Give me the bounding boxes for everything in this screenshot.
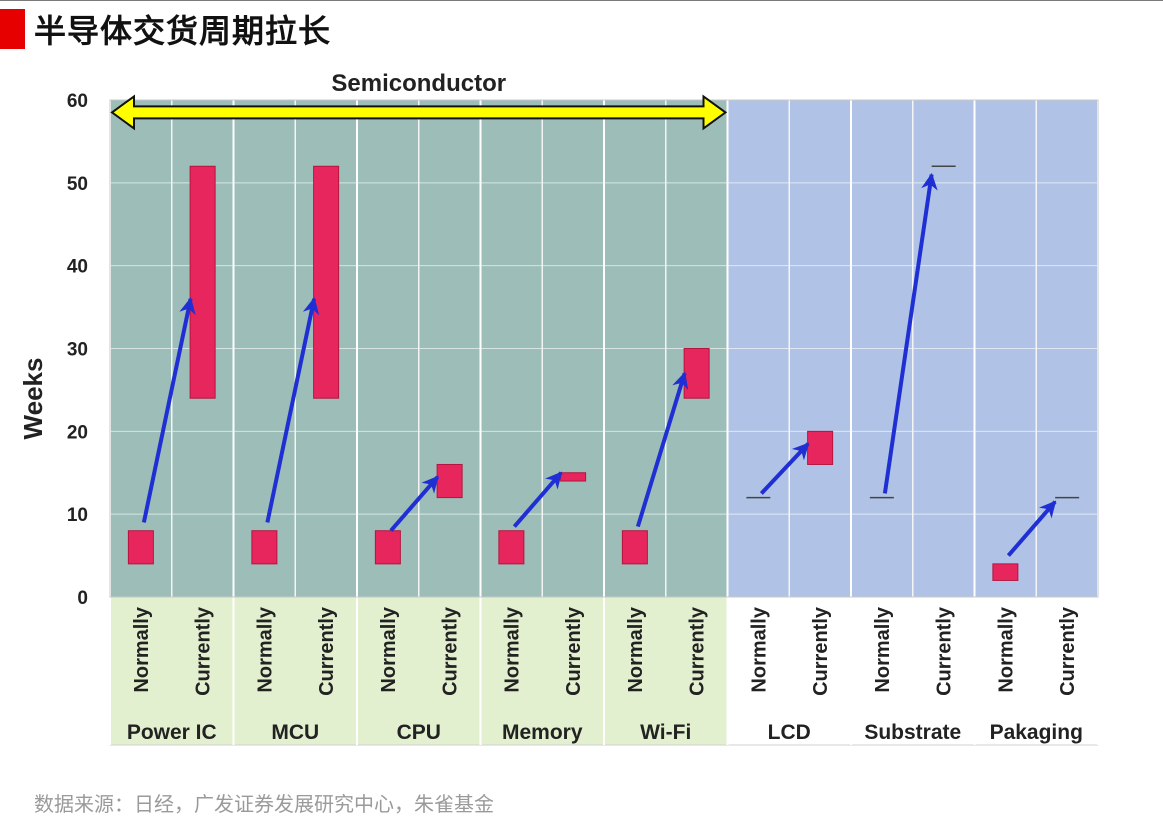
bar-cpu-currently [436,463,463,499]
arrow-cpu [389,475,440,533]
page-title: 半导体交货周期拉长 [34,12,332,50]
sub-label-wi-fi-currently: Currently [687,606,709,696]
bar-power-ic-normally [127,530,154,565]
bar-power-ic-currently [189,165,216,399]
y-tick-label-60: 60 [67,91,88,112]
bar-wi-fi-normally [621,530,648,565]
sub-label-cpu-currently: Currently [440,606,462,696]
arrow-power-ic [141,297,196,523]
y-axis-label: Weeks [18,358,48,440]
sub-label-pakaging-normally: Normally [995,606,1017,692]
sub-label-wi-fi-normally: Normally [625,606,647,692]
sub-label-substrate-normally: Normally [872,606,894,692]
sub-label-memory-currently: Currently [563,606,585,696]
category-label-cpu: CPU [397,721,441,744]
y-tick-label-10: 10 [67,505,88,526]
semiconductor-label-area [110,597,728,745]
category-label-power-ic: Power IC [127,721,217,744]
source-note: 数据来源：日经，广发证券发展研究中心，朱雀基金 [34,792,494,816]
bar-memory-currently [560,472,587,482]
category-label-mcu: MCU [271,721,319,744]
category-label-wi-fi: Wi-Fi [640,721,691,744]
bar-mcu-normally [251,530,278,565]
bar-lcd-currently [807,430,834,465]
arrow-substrate [882,172,938,494]
bar-wi-fi-currently [683,348,710,399]
sub-label-lcd-normally: Normally [748,606,770,692]
category-label-lcd: LCD [768,721,811,744]
category-label-memory: Memory [502,721,583,744]
y-tick-label-50: 50 [67,174,88,195]
sub-label-power-ic-currently: Currently [193,606,215,696]
sub-label-mcu-normally: Normally [254,606,276,692]
arrow-mcu [265,297,320,523]
y-tick-label-40: 40 [67,257,88,278]
arrow-lcd [759,442,810,495]
arrow-pakaging [1006,500,1057,557]
sub-label-pakaging-currently: Currently [1057,606,1079,696]
sub-label-cpu-normally: Normally [378,606,400,692]
sub-label-lcd-currently: Currently [810,606,832,696]
plot-frame [109,99,1099,598]
category-label-substrate: Substrate [864,721,961,744]
semiconductor-band-arrow [110,94,728,131]
y-tick-label-20: 20 [67,422,88,443]
arrow-wi-fi [635,371,689,528]
y-tick-label-30: 30 [67,340,88,361]
bar-cpu-normally [374,530,401,565]
title-marker [0,9,25,49]
title-bar: 半导体交货周期拉长 [0,0,1163,53]
semiconductor-band-label: Semiconductor [331,70,506,97]
bar-memory-normally [498,530,525,565]
sub-label-memory-normally: Normally [501,606,523,692]
arrow-memory [512,471,563,528]
y-tick-label-0: 0 [77,588,88,609]
category-label-pakaging: Pakaging [990,721,1083,744]
bar-pakaging-normally [992,563,1019,581]
sub-label-substrate-currently: Currently [934,606,956,696]
lead-time-chart: Semiconductor 0 10 20 30 40 50 60 Weeks Normall… [18,70,1099,746]
sub-label-power-ic-normally: Normally [131,606,153,692]
sub-label-mcu-currently: Currently [316,606,338,696]
bar-mcu-currently [313,165,340,399]
